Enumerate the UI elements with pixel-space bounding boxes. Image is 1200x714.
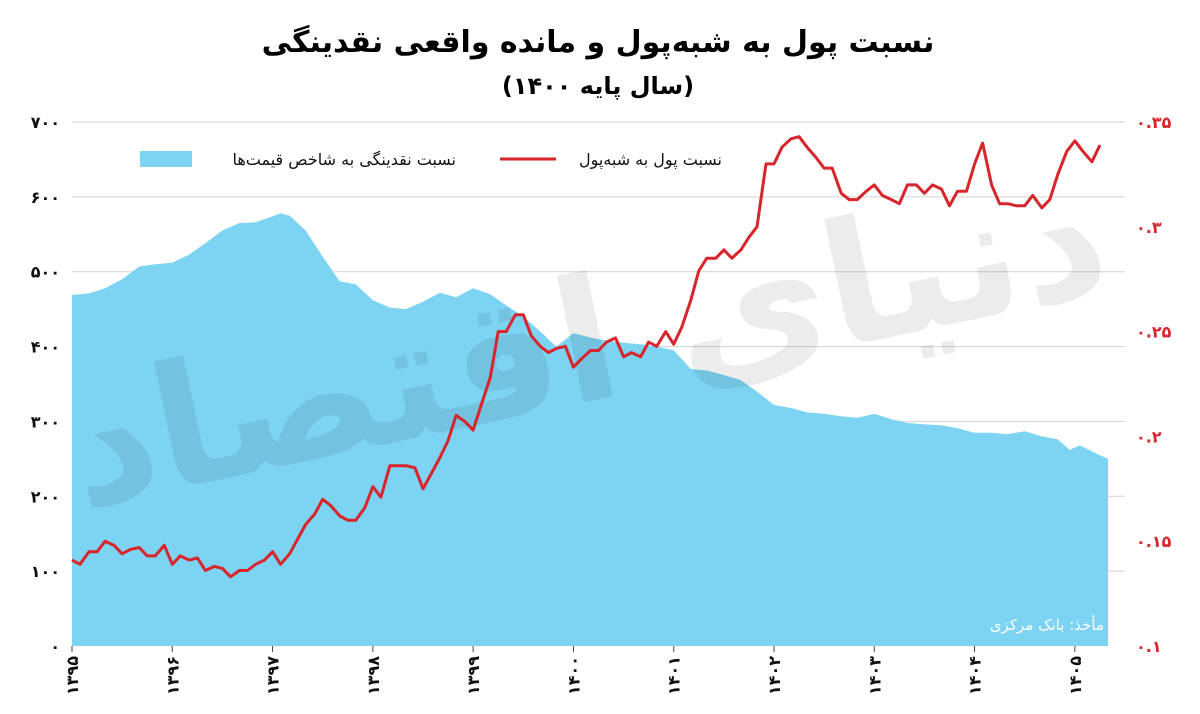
x-tick-label: ۱۳۹۵ <box>63 656 82 695</box>
y-left-tick-label: ۱۰۰ <box>31 562 60 581</box>
chart-subtitle: (سال پایه ۱۴۰۰) <box>502 72 694 100</box>
y-left-tick-label: ۰ <box>50 637 60 656</box>
x-tick-label: ۱۴۰۵ <box>1066 656 1085 695</box>
legend-label-area: نسبت نقدینگی به شاخص قیمت‌ها <box>232 150 456 170</box>
legend-swatch-area <box>140 151 192 167</box>
y-left-tick-label: ۲۰۰ <box>31 487 60 506</box>
y-left-tick-label: ۶۰۰ <box>31 188 60 207</box>
area-series-layer <box>72 213 1108 647</box>
x-tick-label: ۱۳۹۸ <box>364 656 383 695</box>
y-left-tick-label: ۵۰۰ <box>31 263 60 282</box>
x-tick-label: ۱۳۹۶ <box>163 656 182 695</box>
y-right-tick-label: ۰.۲۵ <box>1136 323 1172 342</box>
x-tick-label: ۱۴۰۳ <box>865 656 884 695</box>
legend: نسبت نقدینگی به شاخص قیمت‌ها نسبت پول به… <box>140 150 722 170</box>
x-tick-label: ۱۴۰۴ <box>966 656 985 695</box>
line-series-money-ratio <box>71 135 1102 579</box>
x-tick-label: ۱۳۹۹ <box>464 656 483 695</box>
legend-label-line: نسبت پول به شبه‌پول <box>579 150 722 170</box>
axes: ۰ ۱۰۰ ۲۰۰ ۳۰۰ ۴۰۰ ۵۰۰ ۶۰۰ ۷۰۰ ۰.۱ ۰.۱۵ ۰.۲ ۰.۲۵ ۰.۳ ۰… <box>31 113 1172 695</box>
line-series-layer <box>71 135 1102 579</box>
chart-title: نسبت پول به شبه‌پول و مانده واقعی نقدینگ… <box>262 24 935 60</box>
y-right-tick-label: ۰.۱۵ <box>1136 532 1172 551</box>
x-tick-label: ۱۴۰۲ <box>765 656 784 695</box>
x-tick-label: ۱۳۹۷ <box>264 656 283 695</box>
area-series-liquidity <box>72 213 1108 647</box>
x-tick-label: ۱۴۰۱ <box>665 656 684 695</box>
y-left-tick-label: ۴۰۰ <box>31 338 60 357</box>
y-left-tick-label: ۳۰۰ <box>31 412 60 431</box>
y-right-tick-label: ۰.۳ <box>1136 218 1162 237</box>
y-right-tick-label: ۰.۳۵ <box>1136 113 1172 132</box>
source-note: مأخذ: بانک مرکزی <box>990 614 1104 634</box>
y-right-tick-label: ۰.۲ <box>1136 427 1162 446</box>
y-right-tick-label: ۰.۱ <box>1136 637 1162 656</box>
x-tick-label: ۱۴۰۰ <box>564 656 583 695</box>
y-left-tick-label: ۷۰۰ <box>31 113 60 132</box>
